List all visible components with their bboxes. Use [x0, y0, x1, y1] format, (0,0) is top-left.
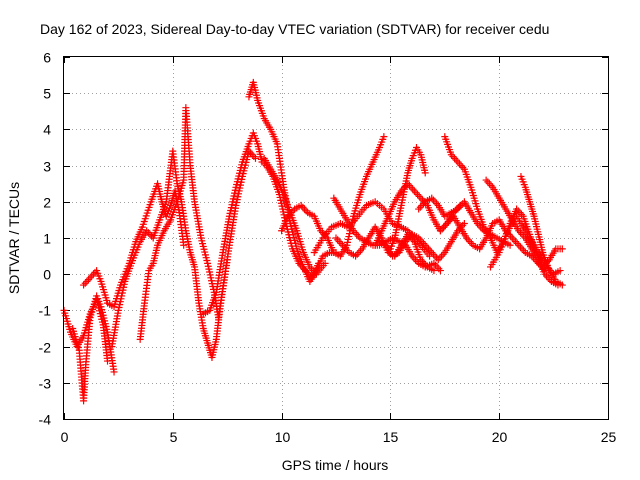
chart-title: Day 162 of 2023, Sidereal Day-to-day VTE… — [40, 21, 549, 37]
data-point — [88, 272, 96, 280]
series-track-3 — [80, 180, 188, 311]
series-track-19 — [482, 176, 562, 289]
plot-frame — [63, 56, 609, 420]
data-point — [452, 156, 460, 164]
y-tick-label: -2 — [39, 340, 52, 356]
x-tick-label: 20 — [492, 429, 508, 445]
data-point — [438, 252, 446, 260]
data-point — [415, 205, 423, 213]
series-track-21 — [517, 172, 566, 289]
data-point — [466, 238, 474, 246]
data-point — [457, 162, 465, 170]
data-point — [299, 203, 307, 211]
data-point — [416, 203, 424, 211]
data-point — [429, 196, 437, 204]
series-track-20 — [486, 212, 564, 278]
data-point — [332, 234, 340, 242]
x-tick-label: 0 — [61, 429, 69, 445]
data-point — [81, 279, 89, 287]
data-point — [429, 250, 437, 258]
data-point — [337, 239, 345, 247]
data-point — [430, 267, 438, 275]
data-point — [512, 238, 520, 246]
data-point — [460, 220, 468, 228]
y-tick-label: -4 — [39, 412, 52, 428]
data-point — [84, 276, 92, 284]
data-point — [482, 176, 490, 184]
series-track-8 — [260, 154, 329, 278]
data-point — [515, 241, 523, 249]
data-point — [321, 259, 329, 267]
data-point — [335, 238, 343, 246]
data-point — [80, 281, 88, 289]
data-point — [454, 158, 462, 166]
data-point — [110, 368, 118, 376]
data-point — [410, 187, 418, 195]
data-point — [558, 245, 566, 253]
data-point — [407, 183, 415, 191]
x-tick-label: 10 — [275, 429, 291, 445]
data-point — [421, 169, 429, 177]
y-tick-label: 1 — [43, 231, 51, 247]
series-track-15 — [386, 144, 429, 253]
data-point — [484, 178, 492, 186]
data-point — [516, 243, 524, 251]
data-point — [451, 154, 459, 162]
y-tick-label: 3 — [43, 159, 51, 175]
data-point — [513, 239, 521, 247]
data-point — [353, 230, 361, 238]
data-point — [405, 182, 413, 190]
x-tick-label: 5 — [170, 429, 178, 445]
data-point — [180, 241, 188, 249]
y-tick-label: -1 — [39, 303, 52, 319]
x-tick-label: 15 — [383, 429, 399, 445]
data-point — [353, 250, 361, 258]
data-point — [431, 252, 439, 260]
series-track-6 — [199, 129, 323, 318]
data-point — [510, 236, 518, 244]
data-point — [436, 267, 444, 275]
x-tick-label: 25 — [601, 429, 617, 445]
x-axis-label: GPS time / hours — [282, 457, 389, 473]
data-point — [518, 245, 526, 253]
series-track-4 — [108, 147, 231, 361]
data-point — [380, 133, 388, 141]
data-points — [60, 78, 566, 405]
data-point — [86, 274, 94, 282]
data-point — [89, 270, 97, 278]
data-point — [508, 234, 516, 242]
data-point — [251, 154, 259, 162]
data-point — [409, 185, 417, 193]
y-tick-label: 6 — [43, 50, 51, 66]
data-point — [83, 277, 91, 285]
data-point — [412, 189, 420, 197]
series-track-14 — [376, 220, 468, 264]
y-tick-label: 0 — [43, 267, 51, 283]
y-tick-label: 5 — [43, 86, 51, 102]
y-axis-label: SDTVAR / TECUs — [6, 182, 22, 294]
data-point — [506, 241, 514, 249]
series-track-5 — [136, 104, 259, 343]
data-point — [414, 191, 422, 199]
data-point — [440, 223, 448, 231]
data-point — [455, 160, 463, 168]
data-point — [146, 230, 154, 238]
y-tick-label: -3 — [39, 376, 52, 392]
data-point — [485, 180, 493, 188]
data-point — [558, 281, 566, 289]
series-track-2 — [69, 292, 118, 405]
data-point — [556, 267, 564, 275]
data-point — [435, 265, 443, 273]
data-point — [516, 209, 524, 217]
data-point — [436, 254, 444, 262]
data-point — [415, 192, 423, 200]
y-tick-label: 4 — [43, 122, 51, 138]
data-point — [334, 236, 342, 244]
y-tick-label: 2 — [43, 195, 51, 211]
